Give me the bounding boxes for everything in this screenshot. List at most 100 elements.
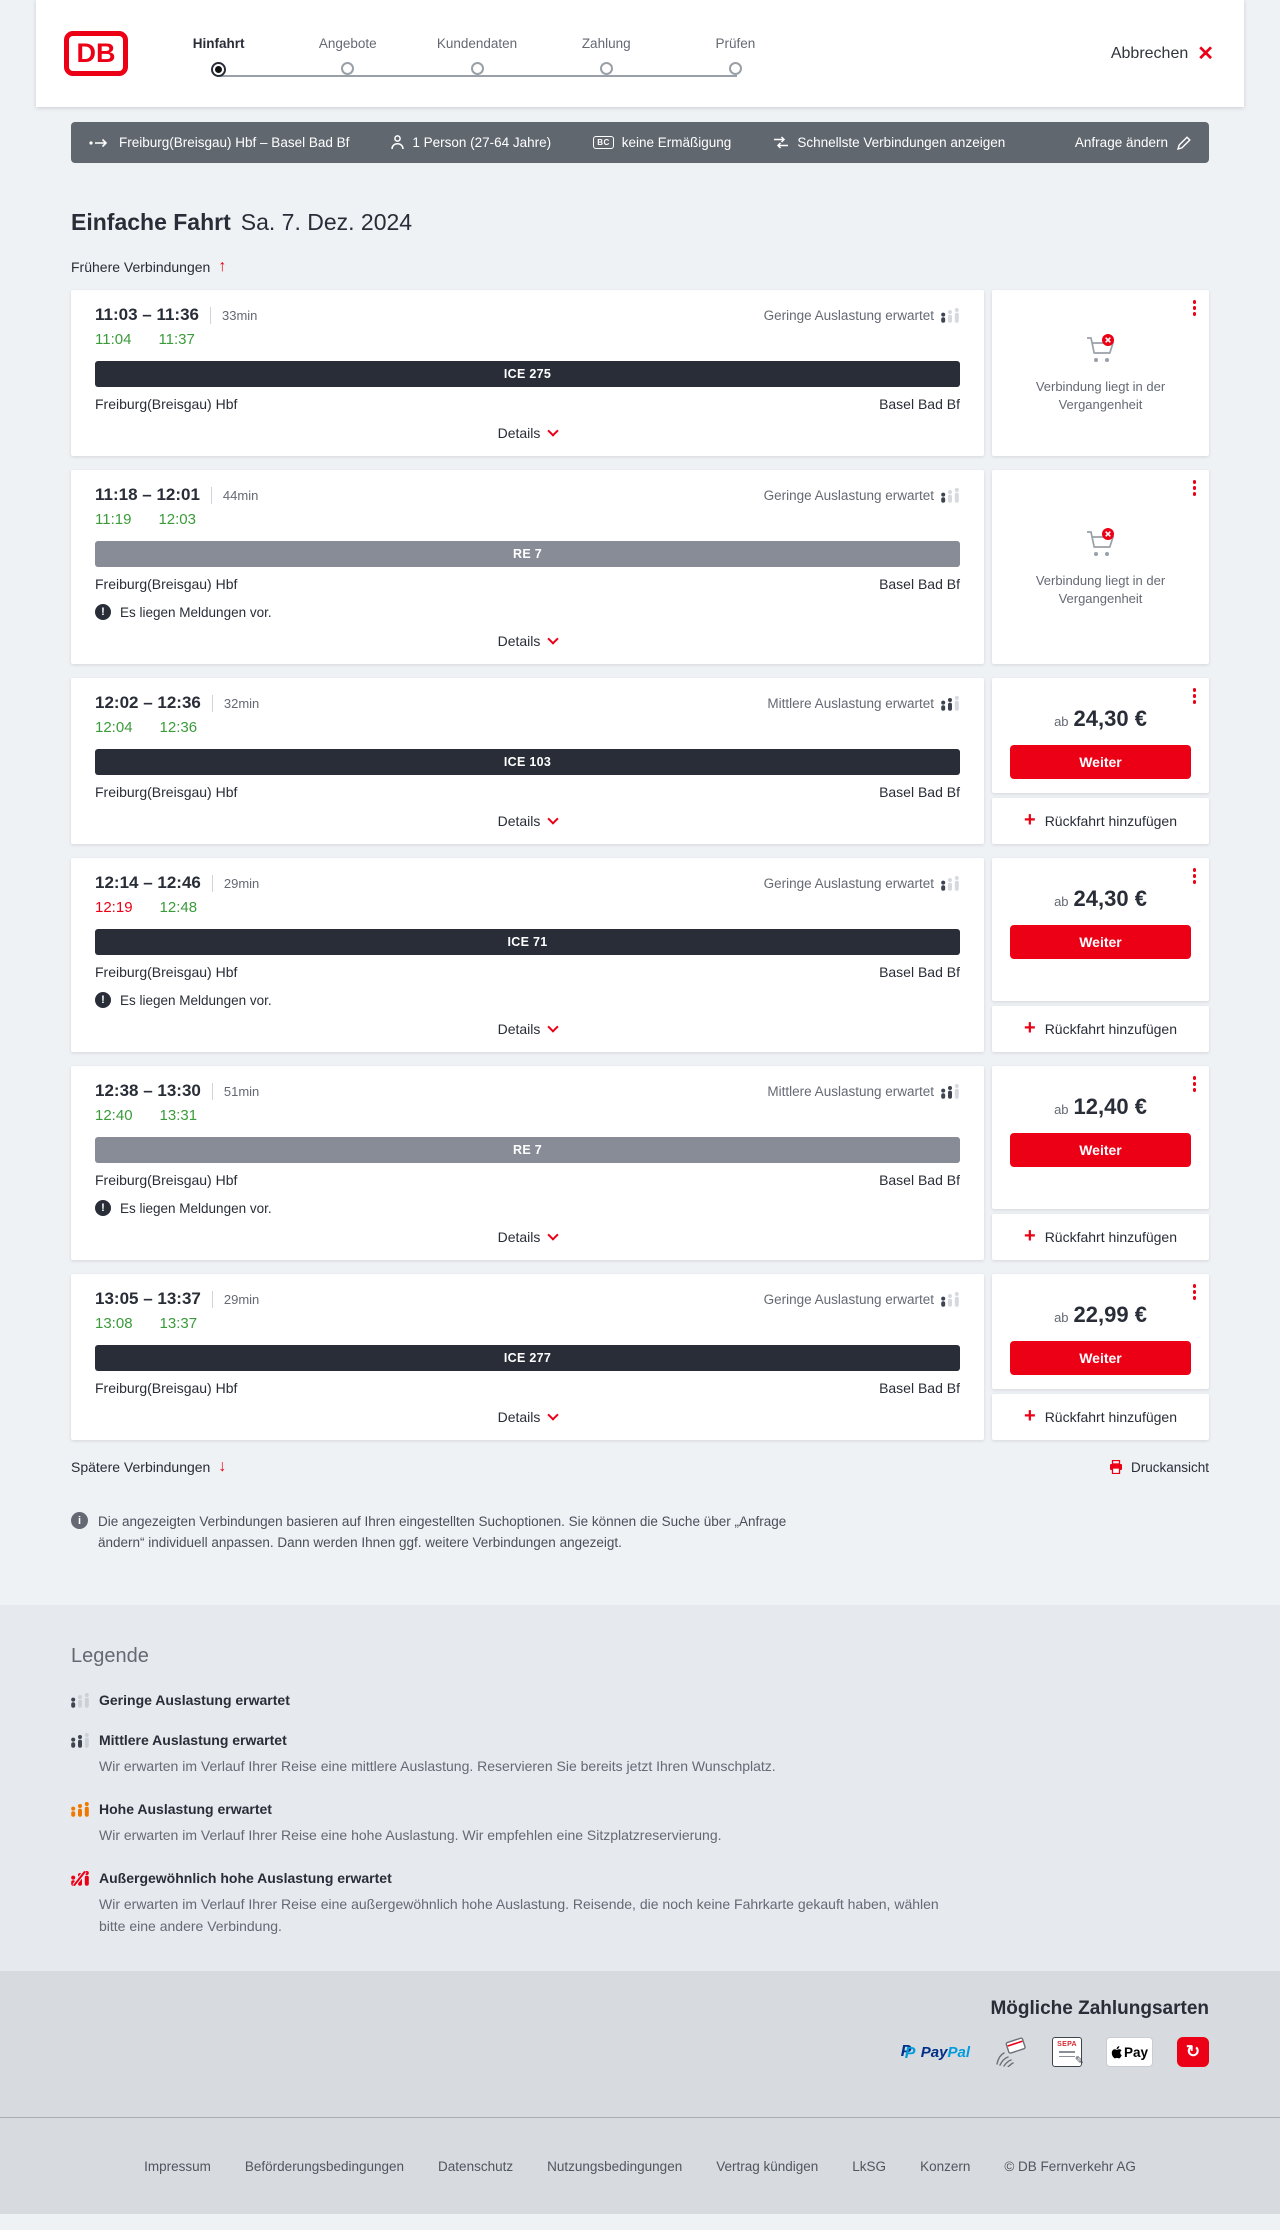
- cancel-button[interactable]: Abbrechen ✕: [1111, 44, 1214, 64]
- more-options-button[interactable]: [1192, 868, 1196, 884]
- connection-actions: Verbindung liegt in der Vergangenheit: [992, 470, 1209, 664]
- alert-icon: !: [95, 604, 111, 620]
- realtime-departure: 11:19: [95, 511, 132, 528]
- add-return-button[interactable]: + Rückfahrt hinzufügen: [992, 1214, 1209, 1260]
- realtime-times: 11:04 11:37: [95, 331, 960, 348]
- more-options-button[interactable]: [1192, 300, 1196, 316]
- past-connection-panel: Verbindung liegt in der Vergangenheit: [992, 470, 1209, 664]
- app-header: DB Hinfahrt Angebote Kundendaten Zahlung…: [36, 0, 1244, 107]
- legend-item-high: Hohe Auslastung erwartet Wir erwarten im…: [71, 1801, 1209, 1846]
- print-view-link[interactable]: Druckansicht: [1109, 1460, 1209, 1475]
- printer-icon: [1109, 1460, 1122, 1474]
- realtime-arrival: 11:37: [158, 331, 195, 348]
- footer-link-datenschutz[interactable]: Datenschutz: [438, 2158, 514, 2174]
- connection-card: 12:02 – 12:36 32min Mittlere Auslastung …: [71, 678, 984, 844]
- chevron-down-icon: [547, 1409, 560, 1421]
- duration: 29min: [211, 874, 259, 892]
- booking-stepper: Hinfahrt Angebote Kundendaten Zahlung Pr…: [154, 30, 800, 77]
- arrow-down-icon: ↓: [218, 1458, 227, 1475]
- legend-section: Legende Geringe Auslastung erwartet Mitt…: [0, 1605, 1280, 1971]
- add-return-label: Rückfahrt hinzufügen: [1044, 1409, 1177, 1425]
- footer-link-konzern[interactable]: Konzern: [920, 2158, 971, 2174]
- db-logo: DB: [64, 31, 128, 76]
- details-toggle[interactable]: Details: [498, 1008, 560, 1044]
- details-toggle[interactable]: Details: [498, 1216, 560, 1252]
- connection-card: 12:38 – 13:30 51min Mittlere Auslastung …: [71, 1066, 984, 1260]
- footer-link-lksg[interactable]: LkSG: [852, 2158, 887, 2174]
- journey-arrow-icon: [89, 138, 108, 147]
- footer-link-impressum[interactable]: Impressum: [144, 2158, 211, 2174]
- fastest-connections-icon: [774, 136, 789, 149]
- plus-icon: +: [1024, 809, 1036, 831]
- booking-panel: ab 22,99 € Weiter: [992, 1274, 1209, 1389]
- step-radio-icon: [211, 62, 227, 77]
- footer-link-befoerderungsbedingungen[interactable]: Beförderungsbedingungen: [244, 2158, 405, 2174]
- add-return-label: Rückfahrt hinzufügen: [1044, 813, 1177, 829]
- step-angebote[interactable]: Angebote: [283, 36, 412, 77]
- search-options-notice: i Die angezeigten Verbindungen basieren …: [71, 1511, 1209, 1553]
- service-message: ! Es liegen Meldungen vor.: [95, 604, 960, 620]
- price-value: 12,40 €: [1073, 1094, 1147, 1119]
- scheduled-times: 11:18 – 12:01: [95, 485, 200, 504]
- realtime-departure-delayed: 12:19: [95, 899, 133, 916]
- more-options-button[interactable]: [1192, 1284, 1196, 1300]
- more-options-button[interactable]: [1192, 1076, 1196, 1092]
- continue-button[interactable]: Weiter: [1010, 745, 1191, 779]
- occupancy-low-icon: [941, 487, 959, 503]
- booking-panel: ab 24,30 € Weiter: [992, 858, 1209, 1001]
- price-row: ab 24,30 €: [1054, 706, 1147, 732]
- service-message-text: Es liegen Meldungen vor.: [120, 604, 272, 620]
- connection-row: 11:18 – 12:01 44min Geringe Auslastung e…: [71, 470, 1209, 664]
- occupancy-low-icon: [941, 875, 959, 891]
- realtime-departure: 12:04: [95, 719, 133, 736]
- details-toggle[interactable]: Details: [498, 620, 560, 656]
- details-toggle[interactable]: Details: [498, 412, 560, 448]
- continue-button[interactable]: Weiter: [1010, 1341, 1191, 1375]
- step-hinfahrt[interactable]: Hinfahrt: [154, 36, 283, 77]
- step-radio-icon: [728, 62, 742, 75]
- realtime-departure: 13:08: [95, 1315, 133, 1332]
- duration: 29min: [211, 1290, 259, 1308]
- occupancy-label: Mittlere Auslastung erwartet: [767, 695, 934, 711]
- occupancy-label: Geringe Auslastung erwartet: [763, 487, 934, 503]
- occupancy-low-icon: [941, 307, 959, 323]
- price-value: 22,99 €: [1073, 1302, 1147, 1327]
- step-radio-icon: [341, 62, 355, 75]
- train-segment-bar: RE 7: [95, 1137, 960, 1163]
- earlier-connections-link[interactable]: Frühere Verbindungen ↑: [71, 259, 226, 276]
- service-message-text: Es liegen Meldungen vor.: [120, 1200, 272, 1216]
- occupancy-indicator: Geringe Auslastung erwartet: [764, 1291, 960, 1307]
- more-options-button[interactable]: [1192, 688, 1196, 704]
- service-message-text: Es liegen Meldungen vor.: [120, 992, 272, 1008]
- step-pruefen[interactable]: Prüfen: [671, 36, 800, 77]
- step-zahlung[interactable]: Zahlung: [542, 36, 671, 77]
- connection-actions: ab 12,40 € Weiter + Rückfahrt hinzufügen: [992, 1066, 1209, 1260]
- train-segment-bar: ICE 275: [95, 361, 960, 387]
- cart-unavailable-icon: [1086, 333, 1114, 362]
- add-return-button[interactable]: + Rückfahrt hinzufügen: [992, 1394, 1209, 1440]
- price-row: ab 24,30 €: [1054, 886, 1147, 912]
- footer-link-vertrag-kuendigen[interactable]: Vertrag kündigen: [716, 2158, 819, 2174]
- continue-button[interactable]: Weiter: [1010, 925, 1191, 959]
- add-return-button[interactable]: + Rückfahrt hinzufügen: [992, 1006, 1209, 1052]
- details-toggle[interactable]: Details: [497, 800, 560, 836]
- details-toggle[interactable]: Details: [498, 1396, 560, 1432]
- occupancy-label: Geringe Auslastung erwartet: [763, 875, 934, 891]
- footer-link-nutzungsbedingungen[interactable]: Nutzungsbedingungen: [547, 2158, 683, 2174]
- step-kundendaten[interactable]: Kundendaten: [412, 36, 541, 77]
- pencil-icon: ✎: [1074, 2055, 1084, 2067]
- realtime-times: 12:04 12:36: [95, 719, 960, 736]
- later-connections-link[interactable]: Spätere Verbindungen ↓: [71, 1458, 227, 1476]
- scheduled-times: 12:38 – 13:30: [95, 1081, 201, 1100]
- from-label: ab: [1054, 714, 1069, 729]
- payment-title: Mögliche Zahlungsarten: [990, 1998, 1209, 2019]
- db-logo-text: DB: [76, 38, 116, 68]
- from-label: ab: [1054, 1310, 1069, 1325]
- edit-request-button[interactable]: Anfrage ändern: [1075, 135, 1191, 150]
- realtime-arrival: 12:48: [159, 899, 198, 916]
- add-return-button[interactable]: + Rückfahrt hinzufügen: [992, 798, 1209, 844]
- details-label: Details: [497, 813, 541, 829]
- continue-button[interactable]: Weiter: [1010, 1133, 1191, 1167]
- more-options-button[interactable]: [1192, 480, 1196, 496]
